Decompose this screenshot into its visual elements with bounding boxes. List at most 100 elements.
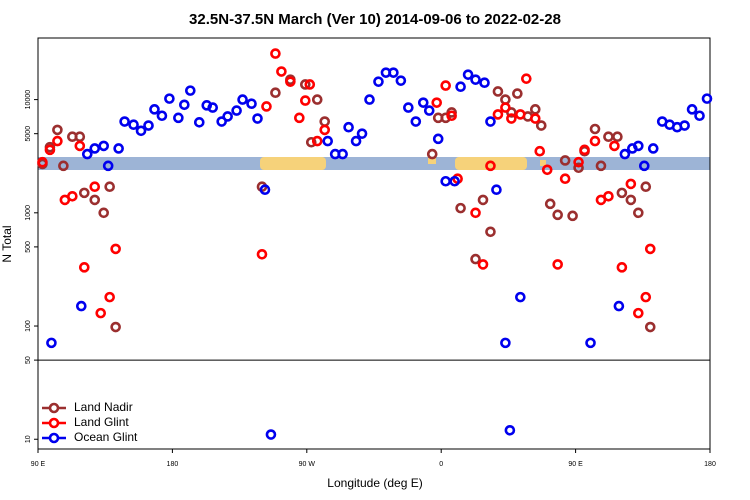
point [535,120,547,131]
x-tick-label: 90 E [568,461,583,468]
legend-marker [48,402,60,414]
point [89,194,101,206]
point [74,140,86,152]
point [67,190,78,202]
point [612,131,623,143]
point [432,133,444,145]
legend-label: Ocean Glint [74,430,138,444]
point [119,116,130,127]
point [143,120,154,131]
point [311,135,323,147]
point [319,124,331,136]
point [135,125,147,137]
y-tick-label: 10000 [25,90,32,110]
point [128,119,139,131]
point [506,113,517,124]
point [410,116,422,127]
point [294,112,305,124]
point [426,148,438,160]
point [350,135,362,147]
point [492,109,504,120]
point [373,76,384,87]
point [102,160,114,172]
point [512,88,523,99]
x-tick-label: 180 [704,461,716,468]
point [616,262,628,273]
y-tick-label: 50 [25,356,32,364]
point [589,123,601,135]
point [609,140,620,152]
point [322,135,334,147]
point [237,94,248,105]
point [446,110,457,122]
point [246,98,257,109]
point [470,74,481,85]
point [534,145,546,157]
point [633,140,644,152]
point [500,337,511,349]
point [491,184,502,196]
point [589,135,601,147]
point [300,95,311,106]
point [701,93,713,104]
point [492,86,504,97]
point [104,181,115,193]
point [559,173,571,185]
point [395,75,407,86]
point [573,156,584,168]
point [647,143,659,154]
point [261,101,272,112]
point [515,291,526,303]
x-tick-label: 90 E [31,461,46,468]
point [616,187,628,199]
point [679,120,690,131]
point [98,140,110,152]
y-tick-label: 5000 [25,126,32,142]
point [231,105,242,116]
point [644,243,656,255]
point [477,259,489,270]
point [529,113,541,124]
point [640,291,652,303]
point [633,307,644,319]
point [98,207,110,219]
point [515,109,526,120]
point [500,102,511,113]
point [173,112,184,124]
point [417,97,429,108]
point [337,148,348,160]
point [640,181,652,193]
point [579,144,590,156]
y-tick-label: 500 [25,241,32,253]
legend-label: Land Nadir [74,400,133,414]
point [276,66,287,77]
point [104,291,115,303]
point [470,207,481,219]
point [300,79,311,90]
point [544,198,556,210]
point [477,194,489,206]
point [113,143,124,154]
point [573,162,584,174]
point [285,76,296,87]
point [485,226,496,238]
series [37,48,656,319]
point [207,102,219,113]
x-tick-label: 180 [167,461,179,468]
point [110,243,121,255]
point [585,337,596,349]
point [541,164,553,176]
point [52,135,63,147]
point [52,124,63,136]
y-tick-label: 1000 [25,205,32,221]
legend-marker [48,417,60,429]
point [455,81,466,92]
point [265,429,277,440]
point [58,160,69,172]
point [304,79,316,90]
point [110,321,121,333]
point [694,110,705,122]
point [37,156,48,168]
point [388,67,399,78]
